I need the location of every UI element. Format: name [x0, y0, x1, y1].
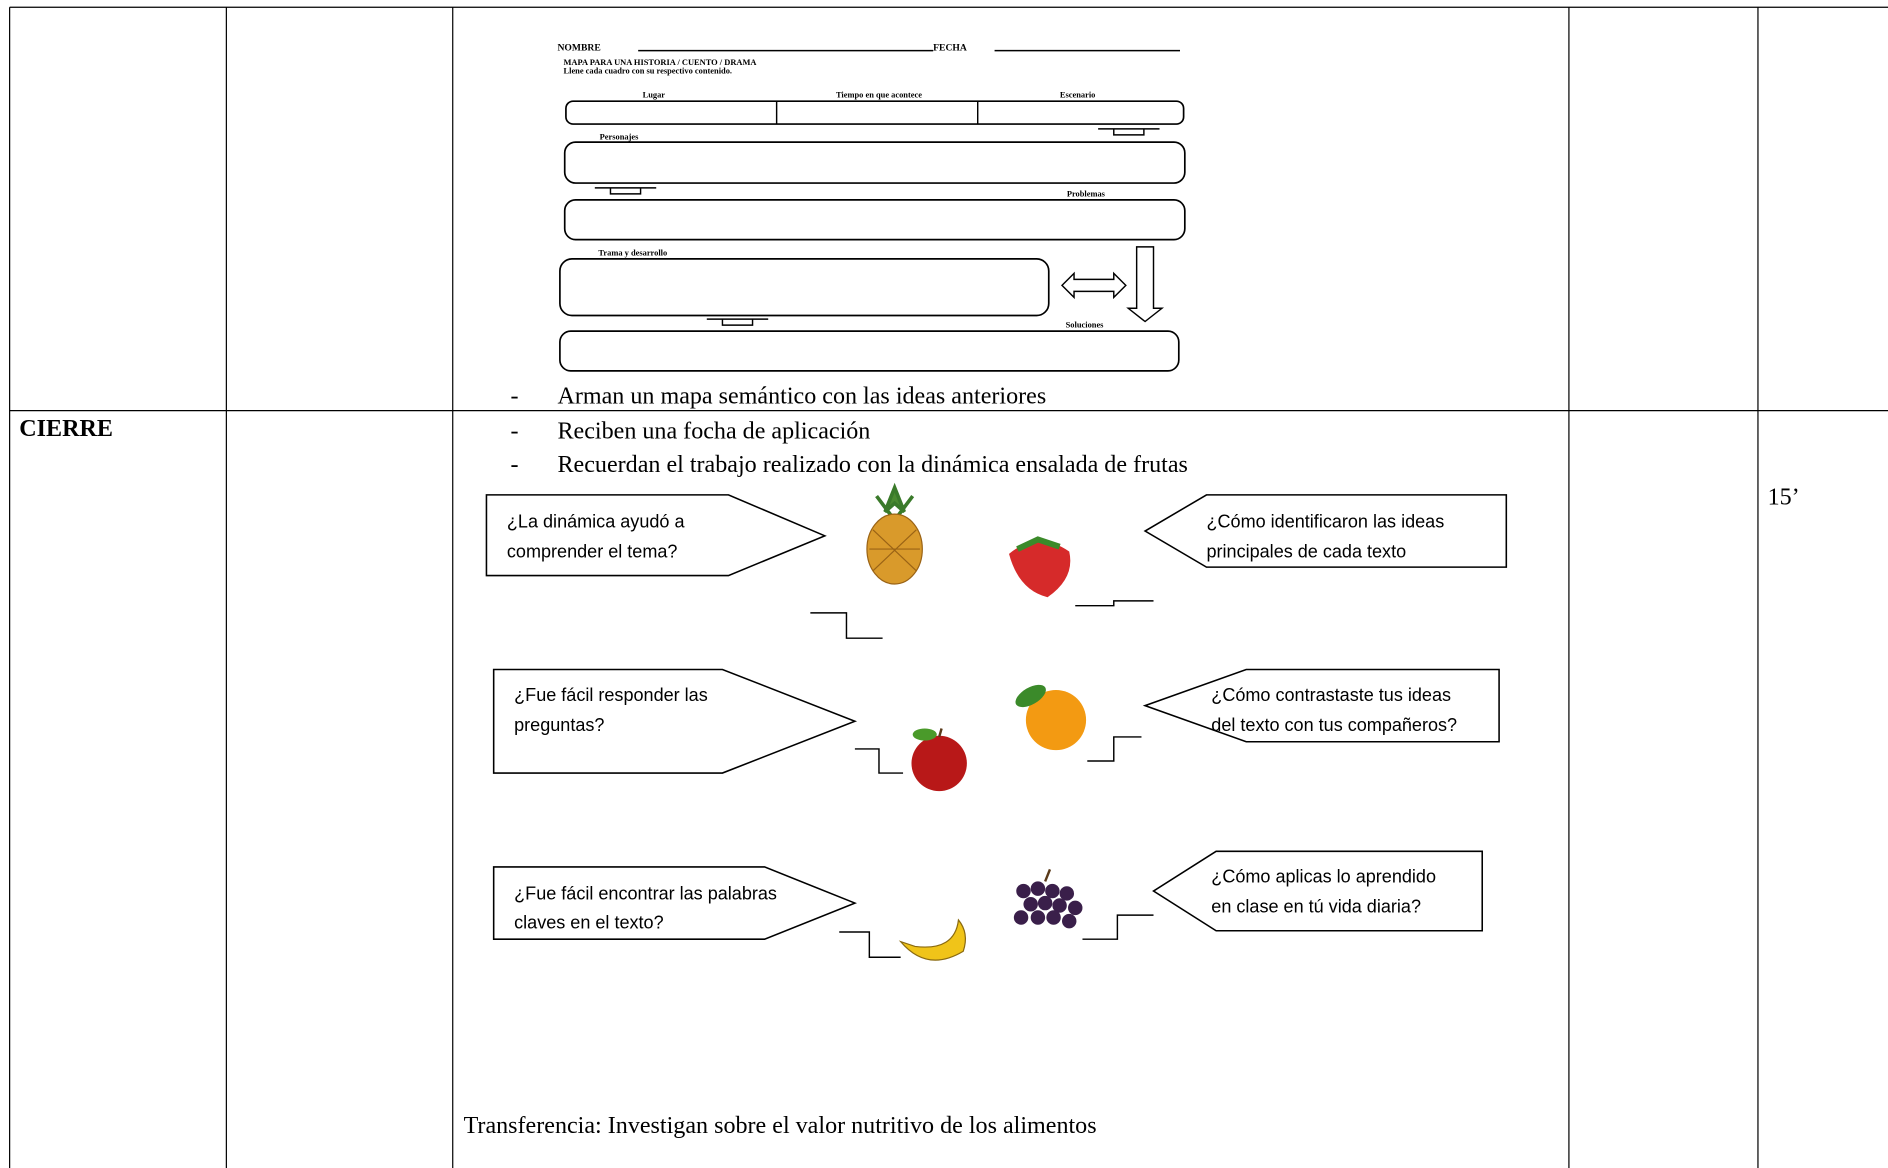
shape	[563, 141, 1186, 184]
worksheet-field: Problemas	[1067, 188, 1106, 198]
apple-icon	[911, 728, 967, 792]
activity: Recuerdan el trabajo realizado con la di…	[557, 452, 1187, 478]
shape	[565, 100, 1185, 125]
worksheet-name-label: NOMBRE	[557, 43, 600, 54]
question-line: en clase en tú vida diaria?	[1211, 897, 1421, 917]
shape	[912, 728, 937, 741]
shape	[1062, 913, 1077, 929]
shape	[1016, 883, 1031, 899]
worksheet-field: Soluciones	[1066, 320, 1105, 330]
shape	[911, 735, 967, 792]
worksheet-field: Lugar	[643, 90, 666, 100]
shape	[839, 931, 901, 958]
question-line: claves en el texto?	[514, 912, 663, 932]
shape	[854, 748, 904, 774]
shape	[559, 258, 1050, 317]
question-line: ¿Fue fácil encontrar las palabras	[514, 883, 777, 903]
strawberry-icon	[1009, 536, 1071, 598]
worksheet-field: Escenario	[1060, 90, 1096, 100]
shape	[563, 199, 1186, 241]
shape	[1052, 898, 1067, 913]
shape	[1016, 536, 1061, 552]
shape	[1044, 868, 1052, 882]
table-grid	[9, 6, 1888, 1168]
shape	[1126, 246, 1165, 323]
shape	[1142, 668, 1500, 743]
worksheet-field: Personajes	[600, 132, 639, 142]
shape	[1060, 271, 1127, 300]
transfer: Transferencia: Investigan sobre el valor…	[464, 1113, 1097, 1139]
shape	[1098, 128, 1160, 136]
shape	[1025, 689, 1087, 751]
shape	[938, 728, 943, 738]
shape	[898, 918, 967, 961]
shape	[1152, 850, 1484, 932]
banana-icon	[898, 918, 967, 961]
question-line: principales de cada texto	[1206, 542, 1406, 562]
phase-label: CIERRE	[19, 416, 113, 442]
worksheet-field: Tiempo en que acontece	[836, 90, 922, 100]
question-line: ¿Cómo identificaron las ideas	[1206, 511, 1444, 531]
bullet: -	[511, 418, 519, 444]
worksheet-title: MAPA PARA UNA HISTORIA / CUENTO / DRAMA	[564, 57, 758, 67]
callouts	[485, 494, 1508, 940]
shape	[1009, 541, 1071, 598]
shape	[492, 866, 858, 940]
question-line: ¿La dinámica ayudó a	[507, 511, 686, 531]
shape	[1059, 886, 1075, 901]
shape	[1087, 736, 1142, 762]
pineapple-icon	[866, 482, 923, 585]
shape	[559, 330, 1180, 372]
shape	[492, 668, 858, 774]
shape	[1030, 881, 1046, 896]
worksheet-date-label: FECHA	[933, 43, 967, 54]
shape	[1030, 910, 1046, 925]
grapes-icon	[1013, 868, 1083, 929]
worksheet-instruction: Llene cada cuadro con su respectivo cont…	[564, 65, 733, 75]
shape	[1013, 910, 1029, 925]
shape	[485, 494, 827, 577]
shape	[1023, 897, 1038, 912]
worksheet-field: Trama y desarrollo	[598, 247, 667, 257]
shape	[1045, 883, 1060, 899]
shape	[594, 187, 657, 195]
shape	[1075, 600, 1154, 607]
question-line: del texto con tus compañeros?	[1211, 715, 1457, 735]
question-line: comprender el tema?	[507, 542, 678, 562]
orange-icon	[1015, 684, 1087, 751]
shape	[1015, 684, 1046, 708]
question-line: ¿Fue fácil responder las	[514, 685, 708, 705]
shape	[1037, 895, 1053, 911]
shape	[869, 529, 920, 572]
question-line: preguntas?	[514, 715, 604, 735]
question-line: ¿Cómo contrastaste tus ideas	[1211, 685, 1451, 705]
bullet: -	[511, 452, 519, 478]
shape	[1143, 494, 1508, 568]
activity: Arman un mapa semántico con las ideas an…	[557, 383, 1046, 409]
question-line: ¿Cómo aplicas lo aprendido	[1211, 867, 1436, 887]
shape	[1046, 910, 1061, 925]
shape	[706, 318, 769, 326]
shape	[875, 482, 915, 517]
shape	[1068, 900, 1083, 916]
worksheet: NOMBRE FECHA MAPA PARA UNA HISTORIA / CU…	[557, 43, 1186, 372]
bullet: -	[511, 383, 519, 409]
activity: Reciben una focha de aplicación	[557, 418, 870, 444]
time: 15’	[1768, 485, 1800, 511]
connectors	[810, 600, 1154, 958]
shape	[1082, 914, 1154, 940]
shape	[810, 612, 883, 639]
questions: ¿La dinámica ayudó a comprender el tema?…	[507, 511, 1457, 932]
